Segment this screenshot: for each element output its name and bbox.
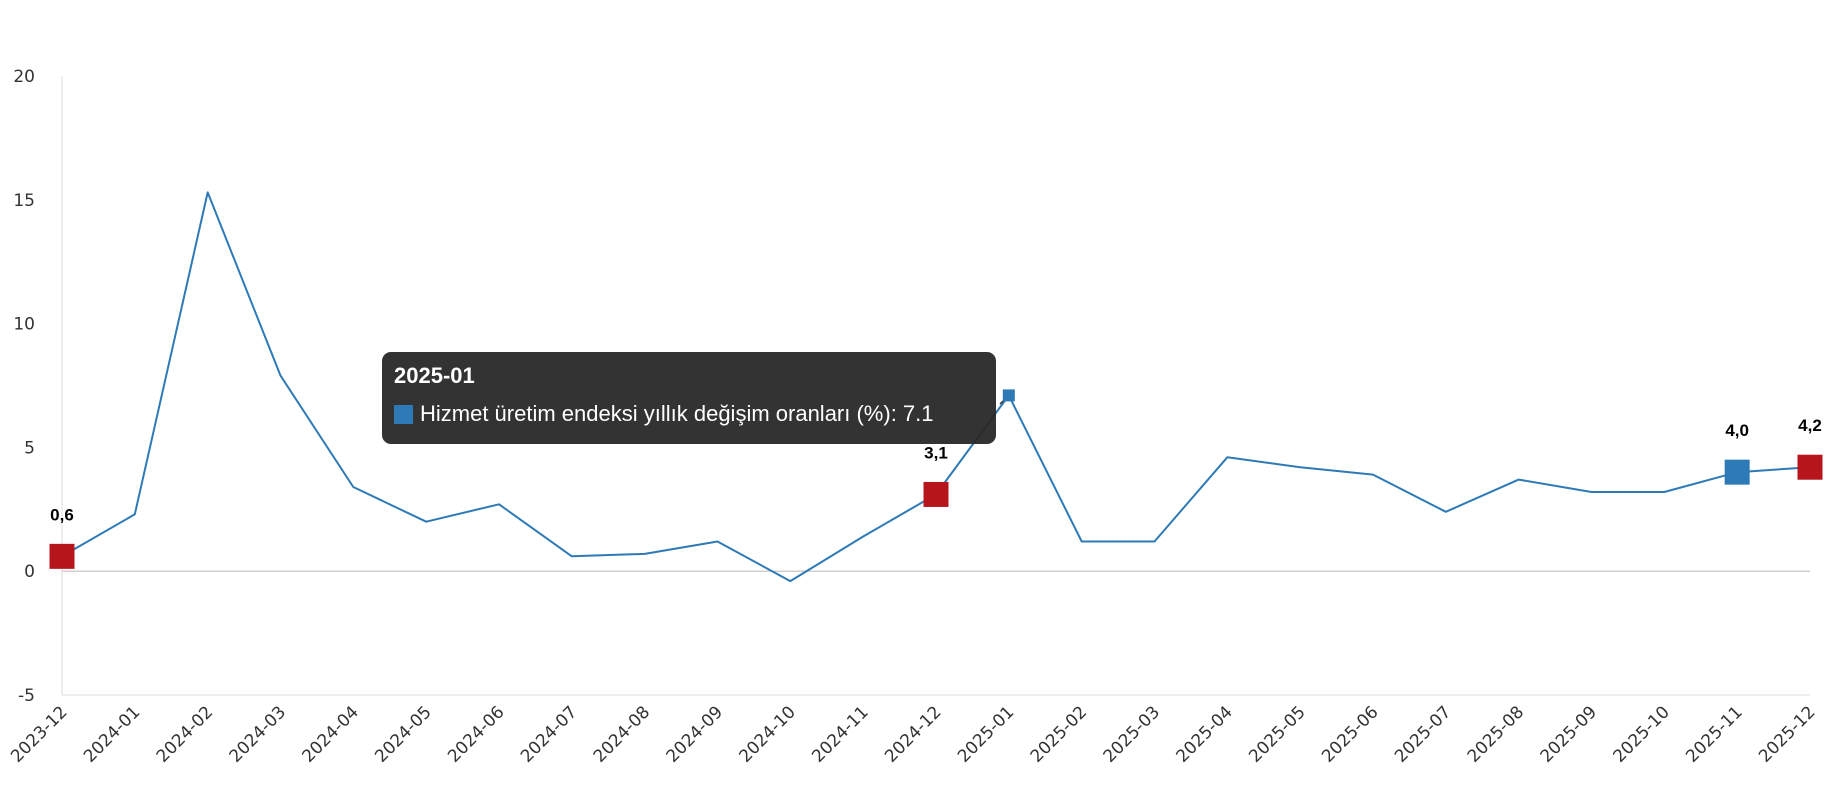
tooltip-text: Hizmet üretim endeksi yıllık değişim ora… (420, 401, 934, 426)
x-tick-label: 2025-06 (1318, 702, 1382, 766)
x-tick-label: 2024-06 (444, 702, 508, 766)
y-tick-label: 10 (13, 315, 35, 335)
x-tick-label: 2024-08 (590, 702, 654, 766)
x-tick-label: 2025-05 (1245, 702, 1309, 766)
tooltip: 2025-01 Hizmet üretim endeksi yıllık değ… (382, 352, 996, 444)
data-point-marker (923, 481, 949, 507)
x-tick-label: 2024-09 (663, 702, 727, 766)
x-tick-label: 2025-07 (1391, 702, 1455, 766)
x-tick-label: 2024-01 (80, 702, 144, 766)
data-labels-group: 0,6 3,1 4,0 4,2 (50, 416, 1822, 524)
y-tick-label: 20 (13, 67, 35, 87)
y-tick-label: 5 (24, 438, 35, 458)
x-tick-label: 2023-12 (7, 702, 71, 766)
data-point-hovered (1002, 389, 1015, 402)
y-tick-label: 0 (24, 562, 35, 582)
data-label: 3,1 (924, 443, 948, 462)
x-tick-label: 2025-02 (1027, 702, 1091, 766)
data-label: 0,6 (50, 505, 74, 524)
x-tick-label: 2025-08 (1464, 702, 1528, 766)
x-tick-label: 2025-11 (1682, 702, 1746, 766)
tooltip-title: 2025-01 (394, 363, 475, 388)
y-tick-label: -5 (18, 686, 35, 706)
y-axis: -5 0 5 10 15 20 (13, 67, 63, 706)
x-tick-label: 2024-10 (736, 702, 800, 766)
data-point-marker (1797, 454, 1823, 480)
x-tick-label: 2025-03 (1100, 702, 1164, 766)
data-label: 4,2 (1798, 416, 1822, 435)
x-tick-label: 2024-02 (153, 702, 217, 766)
x-tick-label: 2024-05 (371, 702, 435, 766)
x-tick-label: 2024-11 (808, 702, 872, 766)
x-tick-label: 2024-04 (299, 702, 363, 766)
x-tick-label: 2024-07 (517, 702, 581, 766)
tooltip-row: Hizmet üretim endeksi yıllık değişim ora… (394, 401, 984, 427)
x-axis: 2023-12 2024-01 2024-02 2024-03 2024-04 2024-… (7, 570, 1820, 767)
x-tick-label: 2025-01 (954, 702, 1018, 766)
x-tick-label: 2025-10 (1610, 702, 1674, 766)
data-label: 4,0 (1725, 421, 1749, 440)
data-point-marker (1724, 459, 1750, 485)
tooltip-series-swatch (394, 404, 413, 424)
x-tick-label: 2025-04 (1173, 702, 1237, 766)
x-tick-label: 2025-12 (1755, 702, 1819, 766)
x-tick-label: 2025-09 (1537, 702, 1601, 766)
markers-group (49, 389, 1823, 569)
x-tick-label: 2024-03 (226, 702, 290, 766)
y-tick-label: 15 (13, 191, 35, 211)
x-tick-label: 2024-12 (881, 702, 945, 766)
data-point-marker (49, 543, 75, 569)
